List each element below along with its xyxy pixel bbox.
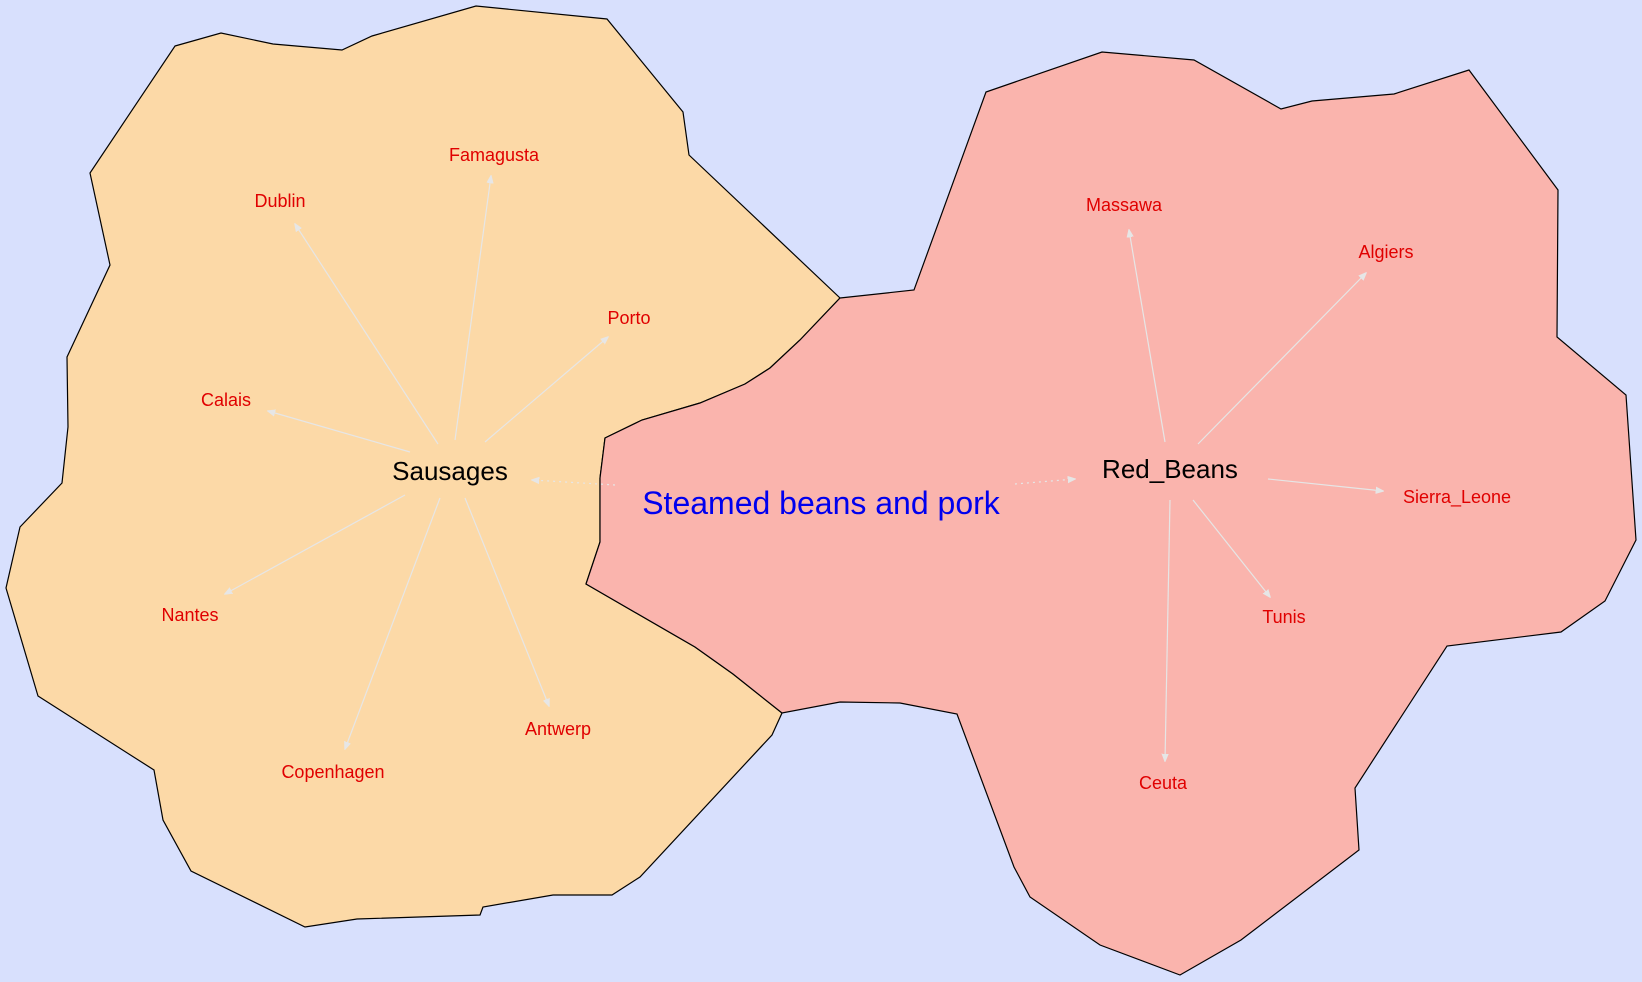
edges-red-beans: [1129, 230, 1383, 761]
leaf-calais: Calais: [201, 390, 251, 410]
edge-redbeans-ceuta: [1165, 499, 1171, 761]
hub-sausages: Sausages: [392, 456, 508, 486]
edge-sausages-copenhagen: [345, 497, 441, 749]
leaf-tunis: Tunis: [1262, 607, 1305, 627]
edge-sausages-porto: [484, 337, 608, 443]
leaf-porto: Porto: [607, 308, 650, 328]
edge-redbeans-massawa: [1129, 230, 1166, 443]
center-label: Steamed beans and pork: [642, 485, 1001, 521]
edge-sausages-dublin: [295, 224, 439, 445]
leaf-sierra-leone: Sierra_Leone: [1403, 487, 1511, 508]
leaf-antwerp: Antwerp: [525, 719, 591, 739]
leaf-dublin: Dublin: [254, 191, 305, 211]
edge-redbeans-algiers: [1197, 273, 1366, 445]
leaf-ceuta: Ceuta: [1139, 773, 1188, 793]
edges-sausages: [225, 176, 608, 749]
edge-redbeans-tunis: [1192, 499, 1270, 597]
leaf-algiers: Algiers: [1358, 242, 1413, 262]
region-red-beans: [585, 51, 1637, 976]
leaf-copenhagen: Copenhagen: [281, 762, 384, 782]
edge-sausages-antwerp: [464, 497, 549, 706]
leaf-famagusta: Famagusta: [449, 145, 540, 165]
edge-sausages-famagusta: [454, 176, 491, 441]
hub-red-beans: Red_Beans: [1102, 454, 1238, 484]
edge-center-sausages: [532, 480, 616, 486]
leaf-nantes: Nantes: [161, 605, 218, 625]
edge-sausages-nantes: [225, 494, 406, 594]
leaf-massawa: Massawa: [1086, 195, 1163, 215]
edge-sausages-calais: [268, 411, 411, 453]
edge-center-redbeans: [1014, 479, 1075, 485]
edge-redbeans-sierra-leone: [1267, 478, 1383, 491]
